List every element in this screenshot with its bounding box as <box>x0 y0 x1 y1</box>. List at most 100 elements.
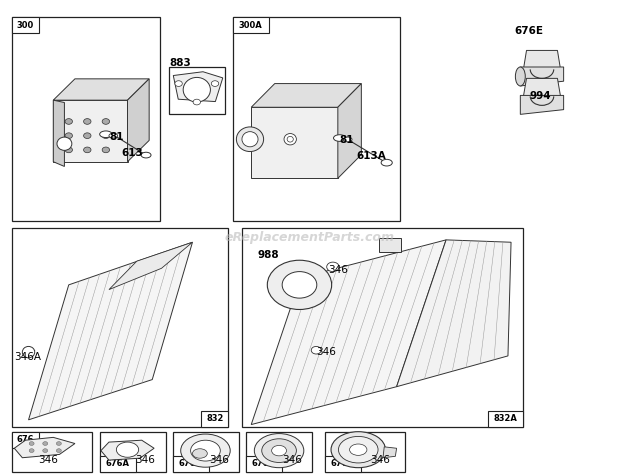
Text: 676B: 676B <box>179 459 203 468</box>
Ellipse shape <box>190 440 220 461</box>
Polygon shape <box>53 100 64 166</box>
Ellipse shape <box>65 147 73 153</box>
Bar <box>232 17 268 33</box>
Ellipse shape <box>102 119 110 124</box>
Text: eReplacementParts.com: eReplacementParts.com <box>225 231 395 244</box>
Ellipse shape <box>65 133 73 139</box>
Ellipse shape <box>236 127 264 152</box>
Ellipse shape <box>334 135 346 142</box>
Ellipse shape <box>272 446 286 456</box>
Bar <box>246 432 312 472</box>
Text: 676C: 676C <box>252 459 275 468</box>
Ellipse shape <box>242 132 258 147</box>
Polygon shape <box>383 447 397 458</box>
Bar <box>487 411 523 427</box>
Polygon shape <box>520 67 564 86</box>
Ellipse shape <box>262 439 296 463</box>
Bar <box>246 456 281 472</box>
Polygon shape <box>251 107 338 178</box>
Ellipse shape <box>193 99 200 105</box>
Ellipse shape <box>381 159 392 166</box>
Bar <box>169 67 224 114</box>
Bar <box>232 17 400 221</box>
Polygon shape <box>53 79 149 100</box>
Text: 676E: 676E <box>514 27 543 37</box>
Text: 81: 81 <box>340 135 354 145</box>
Ellipse shape <box>311 346 321 354</box>
Text: 346: 346 <box>371 455 391 465</box>
Polygon shape <box>173 72 223 102</box>
Ellipse shape <box>29 449 34 453</box>
Ellipse shape <box>339 437 378 463</box>
Text: 346: 346 <box>136 455 156 465</box>
Polygon shape <box>128 79 149 162</box>
Ellipse shape <box>43 442 48 446</box>
Ellipse shape <box>183 77 210 102</box>
Ellipse shape <box>84 133 91 139</box>
Bar <box>100 456 136 472</box>
Ellipse shape <box>141 152 151 158</box>
Ellipse shape <box>287 136 293 142</box>
Text: 676: 676 <box>17 435 34 444</box>
Text: 300: 300 <box>17 21 34 30</box>
Ellipse shape <box>100 131 112 138</box>
Ellipse shape <box>267 260 332 310</box>
Ellipse shape <box>29 442 34 446</box>
Ellipse shape <box>350 444 367 456</box>
Bar <box>172 456 208 472</box>
Ellipse shape <box>43 449 48 453</box>
Bar <box>12 432 39 448</box>
Bar <box>100 432 166 472</box>
Text: 832: 832 <box>206 414 223 423</box>
Bar <box>325 432 405 472</box>
Polygon shape <box>523 50 560 69</box>
Ellipse shape <box>117 442 139 457</box>
Ellipse shape <box>282 272 317 298</box>
Ellipse shape <box>175 81 182 86</box>
Text: 346A: 346A <box>14 352 42 362</box>
Bar <box>12 228 228 427</box>
Ellipse shape <box>284 133 296 145</box>
Ellipse shape <box>65 119 73 124</box>
Bar <box>379 238 401 252</box>
Polygon shape <box>338 84 361 178</box>
Text: 988: 988 <box>257 250 279 260</box>
Polygon shape <box>397 240 511 387</box>
Polygon shape <box>101 440 154 460</box>
Text: 346: 346 <box>38 455 58 465</box>
Ellipse shape <box>254 434 304 468</box>
Ellipse shape <box>211 81 219 86</box>
Ellipse shape <box>57 137 72 151</box>
Ellipse shape <box>180 434 230 467</box>
Ellipse shape <box>331 432 386 468</box>
Bar <box>201 411 228 427</box>
Bar <box>242 228 523 427</box>
Bar <box>12 17 161 221</box>
Text: 613: 613 <box>122 148 143 158</box>
Ellipse shape <box>327 262 339 272</box>
Ellipse shape <box>56 449 61 453</box>
Ellipse shape <box>515 67 525 86</box>
Ellipse shape <box>102 147 110 153</box>
Text: 676D: 676D <box>330 459 355 468</box>
Polygon shape <box>520 95 564 114</box>
Text: 346: 346 <box>282 455 302 465</box>
Bar <box>325 456 361 472</box>
Polygon shape <box>251 240 446 425</box>
Polygon shape <box>109 242 192 290</box>
Text: 81: 81 <box>109 132 123 142</box>
Text: 832A: 832A <box>494 414 518 423</box>
Text: 346: 346 <box>209 455 229 465</box>
Polygon shape <box>251 84 361 107</box>
Bar <box>12 17 39 33</box>
Text: 613A: 613A <box>356 151 386 161</box>
Polygon shape <box>29 242 192 420</box>
Ellipse shape <box>109 133 118 138</box>
Bar <box>172 432 239 472</box>
Ellipse shape <box>84 147 91 153</box>
Polygon shape <box>14 437 75 458</box>
Ellipse shape <box>192 449 207 458</box>
Bar <box>12 432 92 472</box>
Ellipse shape <box>56 442 61 446</box>
Polygon shape <box>53 100 128 162</box>
